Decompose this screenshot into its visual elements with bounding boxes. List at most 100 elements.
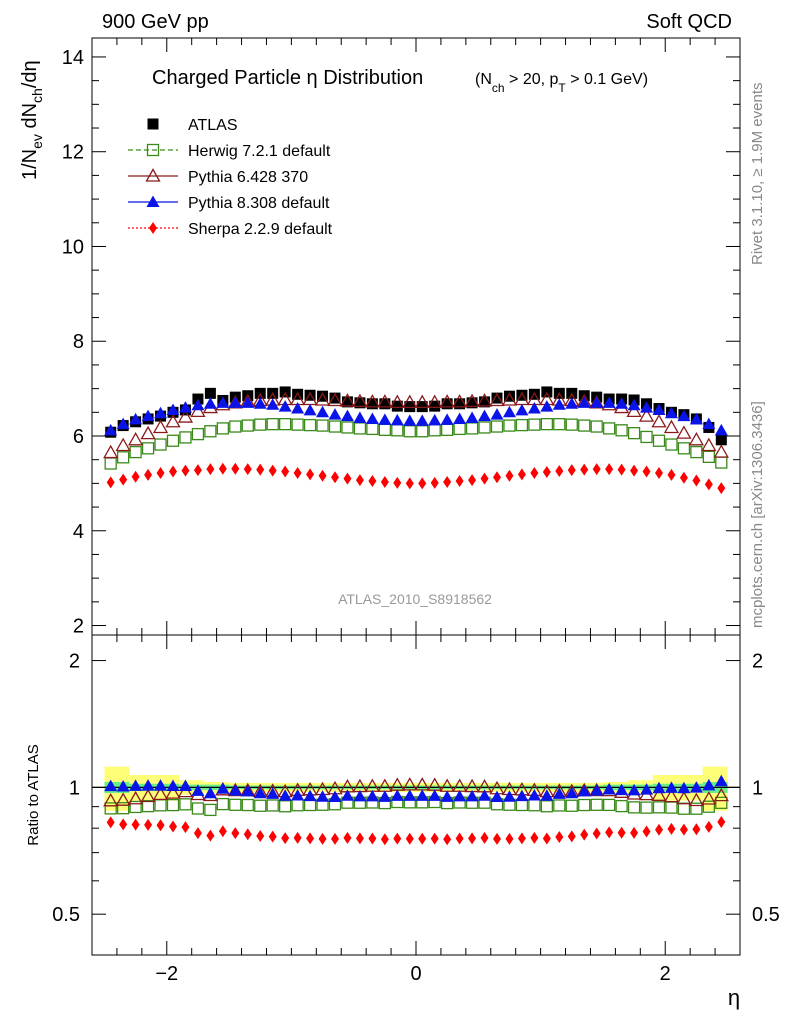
legend-label: Sherpa 2.2.9 default [188, 221, 333, 238]
data-point [692, 474, 701, 487]
ratio-point [129, 800, 142, 814]
ratio-point [453, 789, 467, 802]
data-point [640, 401, 654, 413]
data-point [243, 463, 252, 476]
data-point [166, 434, 180, 447]
ratio-point [690, 802, 703, 815]
data-point [565, 418, 578, 431]
data-point [527, 402, 541, 414]
ratio-point [505, 832, 514, 845]
data-point [378, 423, 391, 436]
data-point [341, 396, 353, 408]
data-point [169, 465, 177, 478]
data-point [615, 397, 629, 409]
data-point [389, 394, 405, 409]
ratio-series-mc-3 [104, 774, 728, 803]
data-point [152, 419, 169, 434]
ratio-point [166, 779, 180, 791]
ratio-point [714, 774, 728, 787]
data-point [366, 398, 378, 410]
data-point [328, 408, 342, 420]
ratio-point [440, 790, 454, 802]
legend-marker [146, 143, 160, 157]
data-point [368, 475, 377, 488]
ratio-point [156, 819, 165, 832]
data-point [193, 464, 202, 477]
data-point [216, 422, 229, 435]
data-point [590, 420, 603, 433]
y-tick-label: 2 [73, 616, 84, 638]
ratio-point [715, 796, 728, 809]
ratio-point [131, 818, 140, 831]
ratio-point [640, 783, 654, 795]
ratio-point [178, 779, 192, 791]
data-point [191, 427, 205, 441]
ratio-point [229, 798, 242, 811]
data-point [354, 397, 366, 409]
ratio-point [615, 783, 629, 796]
data-point [664, 406, 678, 419]
y-tick-label: 14 [62, 47, 84, 69]
rivet-label: Rivet 3.1.10, ≥ 1.9M events [749, 83, 766, 266]
data-point [119, 473, 128, 486]
ratio-point [268, 830, 277, 843]
data-point [156, 466, 165, 479]
data-point [430, 476, 439, 489]
data-point [241, 396, 255, 408]
ratio-point [129, 779, 143, 791]
data-point [380, 475, 389, 488]
ratio-point [103, 792, 119, 807]
data-point [131, 470, 140, 483]
data-point [688, 431, 704, 446]
x-axis-label: η [728, 985, 740, 1010]
ratio-point [166, 798, 180, 812]
data-point [293, 466, 302, 479]
ratio-point [428, 789, 442, 801]
data-point [414, 394, 430, 409]
ratio-series-mc-4 [106, 815, 726, 846]
data-point [318, 469, 327, 482]
data-point [416, 401, 428, 413]
ratio-point [640, 801, 653, 814]
ratio-y-tick-label: 1 [752, 777, 763, 799]
ratio-point [517, 832, 526, 845]
data-point [166, 403, 180, 415]
ratio-point [254, 799, 267, 812]
data-point [402, 394, 418, 409]
data-point [605, 463, 614, 476]
ratio-point [717, 815, 726, 828]
data-point [268, 464, 277, 477]
ratio-point [266, 799, 279, 812]
data-point [715, 456, 728, 469]
ratio-point [702, 800, 715, 813]
ratio-point [430, 832, 439, 845]
data-point [241, 419, 254, 432]
data-point [505, 469, 514, 482]
ratio-point [169, 820, 177, 833]
data-point [713, 444, 729, 458]
data-point [427, 394, 443, 409]
ratio-point [266, 787, 280, 799]
data-point [403, 414, 417, 426]
data-point [540, 400, 554, 412]
data-point [144, 468, 153, 481]
data-point [515, 403, 529, 416]
data-point [517, 468, 526, 481]
data-point [291, 402, 305, 414]
ratio-point [602, 783, 616, 795]
data-point [104, 457, 117, 470]
data-point [441, 398, 453, 410]
ratio-point [306, 832, 315, 845]
data-point [428, 413, 442, 426]
legend: ATLAS Herwig 7.2.1 default Pythia 6.428 37… [128, 117, 333, 238]
data-point [204, 387, 216, 399]
data-point [454, 398, 466, 410]
data-point [353, 411, 367, 423]
data-point [663, 419, 680, 434]
ratio-point [617, 826, 626, 839]
data-point [615, 424, 628, 437]
data-point [679, 471, 688, 484]
data-point [701, 437, 717, 452]
data-point [129, 412, 143, 425]
legend-marker [147, 118, 159, 130]
